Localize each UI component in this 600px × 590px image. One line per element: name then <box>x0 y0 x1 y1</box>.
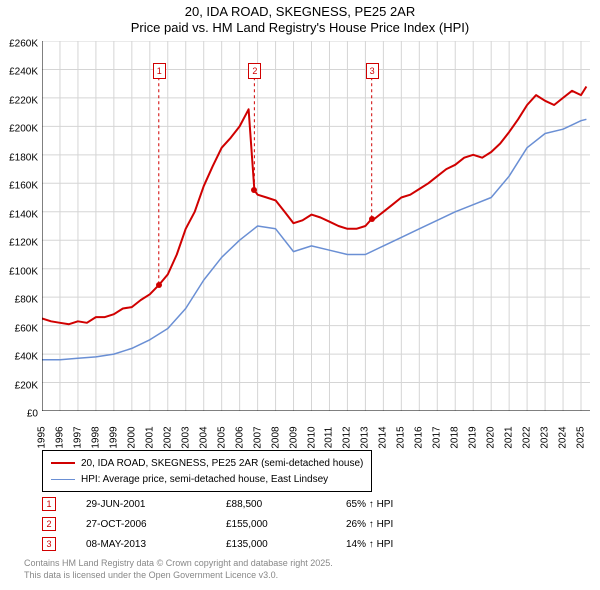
chart-marker-3: 3 <box>366 63 379 79</box>
x-tick-label: 2019 <box>468 426 479 448</box>
title-line2: Price paid vs. HM Land Registry's House … <box>0 20 600 35</box>
y-tick-label: £20K <box>15 380 38 391</box>
x-tick-label: 1997 <box>72 426 83 448</box>
y-tick-label: £200K <box>9 124 38 135</box>
x-tick-label: 2005 <box>216 426 227 448</box>
sale-price: £88,500 <box>226 499 346 510</box>
y-axis-labels: £0£20K£40K£60K£80K£100K£120K£140K£160K£1… <box>0 44 40 414</box>
y-tick-label: £40K <box>15 352 38 363</box>
x-tick-label: 2017 <box>432 426 443 448</box>
sale-marker: 1 <box>42 497 56 511</box>
x-tick-label: 2022 <box>522 426 533 448</box>
x-tick-label: 2004 <box>198 426 209 448</box>
x-tick-label: 2010 <box>306 426 317 448</box>
x-tick-label: 2000 <box>126 426 137 448</box>
legend: 20, IDA ROAD, SKEGNESS, PE25 2AR (semi-d… <box>42 450 372 492</box>
x-tick-label: 2002 <box>162 426 173 448</box>
y-tick-label: £0 <box>27 409 38 420</box>
y-tick-label: £100K <box>9 266 38 277</box>
legend-swatch <box>51 479 75 480</box>
title-line1: 20, IDA ROAD, SKEGNESS, PE25 2AR <box>0 4 600 19</box>
x-tick-label: 2025 <box>576 426 587 448</box>
x-tick-label: 2012 <box>342 426 353 448</box>
sale-hpi: 65% ↑ HPI <box>346 499 466 510</box>
figure: 20, IDA ROAD, SKEGNESS, PE25 2AR Price p… <box>0 0 600 590</box>
sale-date: 29-JUN-2001 <box>86 499 226 510</box>
sale-marker: 2 <box>42 517 56 531</box>
x-tick-label: 2020 <box>486 426 497 448</box>
x-tick-label: 2018 <box>450 426 461 448</box>
footer-line2: This data is licensed under the Open Gov… <box>24 570 333 582</box>
chart-marker-dot-3 <box>369 216 375 222</box>
x-tick-label: 2024 <box>558 426 569 448</box>
y-tick-label: £60K <box>15 323 38 334</box>
x-tick-label: 2001 <box>144 426 155 448</box>
y-tick-label: £260K <box>9 39 38 50</box>
y-tick-label: £140K <box>9 209 38 220</box>
legend-label: HPI: Average price, semi-detached house,… <box>81 474 328 485</box>
x-tick-label: 2008 <box>270 426 281 448</box>
sale-hpi: 26% ↑ HPI <box>346 519 466 530</box>
sales-table: 1 29-JUN-2001£88,50065% ↑ HPI 2 27-OCT-2006… <box>42 494 466 554</box>
y-tick-label: £240K <box>9 67 38 78</box>
footer-line1: Contains HM Land Registry data © Crown c… <box>24 558 333 570</box>
y-tick-label: £180K <box>9 152 38 163</box>
chart-marker-2: 2 <box>248 63 261 79</box>
x-tick-label: 1996 <box>54 426 65 448</box>
x-tick-label: 2014 <box>378 426 389 448</box>
sale-date: 08-MAY-2013 <box>86 539 226 550</box>
legend-row: 20, IDA ROAD, SKEGNESS, PE25 2AR (semi-d… <box>51 455 363 471</box>
x-tick-label: 2007 <box>252 426 263 448</box>
chart-marker-dot-2 <box>251 187 257 193</box>
x-tick-label: 2023 <box>540 426 551 448</box>
sale-marker: 3 <box>42 537 56 551</box>
x-tick-label: 2016 <box>414 426 425 448</box>
y-tick-label: £120K <box>9 238 38 249</box>
chart-marker-dot-1 <box>156 282 162 288</box>
sale-date: 27-OCT-2006 <box>86 519 226 530</box>
x-tick-label: 2013 <box>360 426 371 448</box>
chart-titles: 20, IDA ROAD, SKEGNESS, PE25 2AR Price p… <box>0 0 600 35</box>
x-tick-label: 2021 <box>504 426 515 448</box>
x-tick-label: 2009 <box>288 426 299 448</box>
legend-row: HPI: Average price, semi-detached house,… <box>51 471 363 487</box>
chart-marker-1: 1 <box>153 63 166 79</box>
sale-price: £135,000 <box>226 539 346 550</box>
sale-hpi: 14% ↑ HPI <box>346 539 466 550</box>
chart-area: 1 2 3 <box>42 41 590 411</box>
x-tick-label: 2006 <box>234 426 245 448</box>
x-tick-label: 2015 <box>396 426 407 448</box>
y-tick-label: £220K <box>9 95 38 106</box>
y-tick-label: £160K <box>9 181 38 192</box>
x-tick-label: 2003 <box>180 426 191 448</box>
legend-label: 20, IDA ROAD, SKEGNESS, PE25 2AR (semi-d… <box>81 458 363 469</box>
sale-row: 3 08-MAY-2013£135,00014% ↑ HPI <box>42 534 466 554</box>
legend-swatch <box>51 462 75 464</box>
x-tick-label: 1995 <box>37 426 48 448</box>
footer-credits: Contains HM Land Registry data © Crown c… <box>24 558 333 581</box>
y-tick-label: £80K <box>15 295 38 306</box>
x-tick-label: 1998 <box>90 426 101 448</box>
sale-price: £155,000 <box>226 519 346 530</box>
sale-row: 1 29-JUN-2001£88,50065% ↑ HPI <box>42 494 466 514</box>
chart-svg <box>42 41 590 411</box>
sale-row: 2 27-OCT-2006£155,00026% ↑ HPI <box>42 514 466 534</box>
x-tick-label: 1999 <box>108 426 119 448</box>
x-tick-label: 2011 <box>324 427 335 449</box>
